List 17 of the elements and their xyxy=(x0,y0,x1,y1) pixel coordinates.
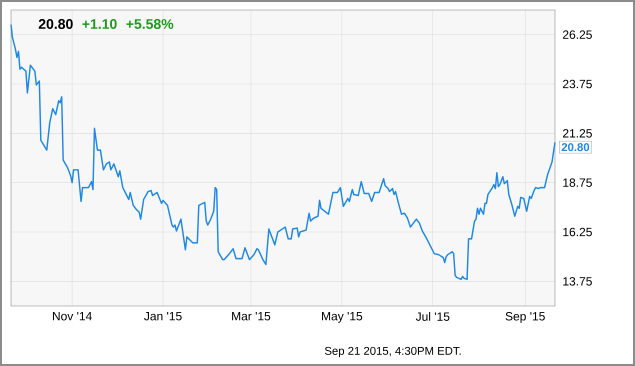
x-tick-label: Jul '15 xyxy=(416,312,450,321)
y-tick-label: 21.25 xyxy=(562,129,592,138)
y-tick-label: 26.25 xyxy=(562,30,592,39)
annotation: +5.58% xyxy=(126,19,174,29)
y-tick-label: 23.75 xyxy=(562,80,592,88)
annotation: 20.80 xyxy=(38,19,73,29)
x-tick-label: Jan '15 xyxy=(144,312,182,320)
x-tick-label: Nov '14 xyxy=(52,312,92,320)
y-tick-label: 13.75 xyxy=(563,277,592,286)
annotation: 20.80 xyxy=(562,143,590,152)
annotation: +1.10 xyxy=(82,19,117,29)
x-tick-label: Mar '15 xyxy=(232,312,270,320)
y-tick-label: 16.25 xyxy=(563,228,592,236)
x-tick-label: Sep '15 xyxy=(506,312,545,323)
x-tick-label: May '15 xyxy=(322,312,362,323)
text: Sep 21 2015, 4:30PM EDT. xyxy=(324,346,461,358)
y-tick-label: 18.75 xyxy=(563,178,592,187)
